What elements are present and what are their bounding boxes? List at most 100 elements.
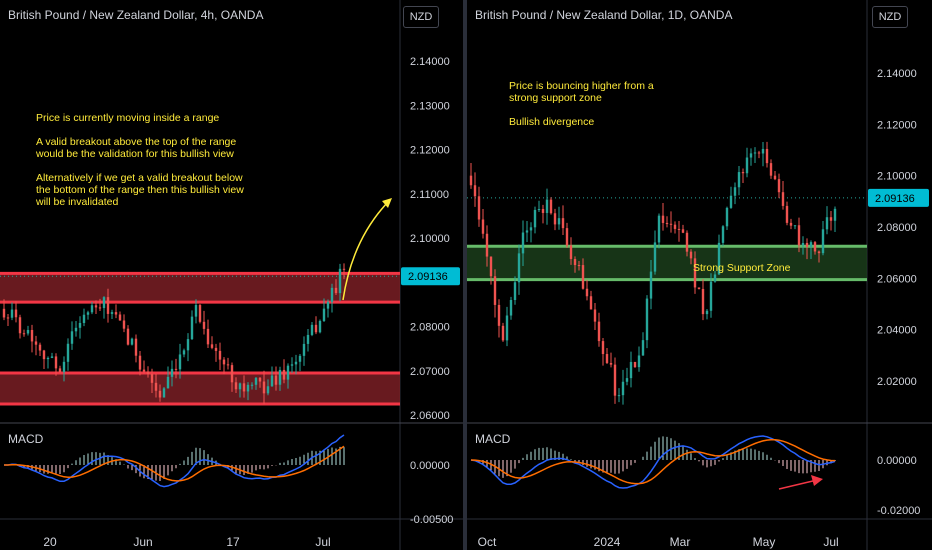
candle-body: [553, 213, 557, 225]
candle-body: [290, 364, 294, 366]
price-tick-label: 2.06000: [877, 273, 917, 285]
macd-line: [4, 434, 345, 488]
candle-body: [685, 232, 689, 252]
candle-body: [641, 340, 645, 356]
candle-body: [322, 308, 326, 321]
candle-body: [493, 276, 497, 305]
candle-body: [230, 365, 234, 383]
price-tick-label: 2.11000: [410, 189, 449, 201]
macd-label: MACD: [8, 432, 44, 446]
macd-tick-label: 0.00000: [410, 460, 450, 472]
candle-body: [489, 256, 493, 277]
candle-body: [238, 383, 242, 390]
candle-body: [793, 225, 797, 227]
price-tick-label: 2.12000: [410, 145, 450, 157]
candle-body: [513, 282, 517, 300]
macd-signal-line: [470, 438, 836, 485]
time-tick-label: Jul: [823, 535, 838, 549]
candle-body: [569, 245, 573, 260]
divergence-arrow-head: [811, 475, 823, 486]
candle-body: [789, 222, 793, 226]
candle-body: [170, 368, 174, 377]
candle-body: [146, 371, 150, 375]
candle-body: [242, 383, 246, 392]
candle-body: [525, 230, 529, 233]
candle-body: [713, 274, 717, 282]
candle-body: [677, 228, 681, 230]
price-tick-label: 2.13000: [410, 100, 450, 112]
candle-body: [805, 242, 809, 247]
candle-body: [66, 343, 70, 362]
candle-body: [517, 253, 521, 283]
candle-body: [565, 228, 569, 246]
candle-body: [521, 232, 525, 254]
candle-body: [130, 338, 134, 345]
left-currency-button[interactable]: NZD: [403, 6, 439, 28]
candle-body: [773, 175, 777, 180]
candle-body: [537, 209, 541, 211]
macd-signal-line: [4, 445, 345, 482]
last-price-badge: [401, 267, 460, 286]
candle-body: [70, 331, 74, 344]
candle-body: [190, 316, 194, 340]
candle-body: [609, 362, 613, 365]
time-tick-label: Mar: [670, 535, 691, 549]
candle-body: [657, 215, 661, 243]
candle-body: [733, 187, 737, 196]
time-tick-label: 17: [226, 535, 240, 549]
candle-body: [318, 320, 322, 333]
divergence-arrow: [778, 479, 818, 490]
candle-body: [545, 199, 549, 213]
candle-body: [829, 217, 833, 221]
candle-body: [689, 251, 693, 259]
candle-body: [86, 312, 90, 315]
panel-divider[interactable]: [463, 0, 467, 550]
right-chart-svg: 2.14000 2.12000 2.10000 2.08000 2.06000 2.040…: [467, 0, 932, 550]
candle-body: [669, 223, 673, 225]
candle-body: [210, 344, 214, 348]
time-tick-label: Oct: [478, 535, 497, 549]
candle-body: [577, 265, 581, 267]
candle-body: [206, 328, 210, 345]
candle-body: [637, 355, 641, 368]
candle-body: [645, 298, 649, 341]
candle-body: [326, 301, 330, 309]
candle-body: [234, 382, 238, 390]
candle-body: [74, 327, 78, 332]
candle-body: [561, 218, 565, 229]
candle-body: [90, 305, 94, 313]
candle-body: [821, 229, 825, 254]
candle-body: [593, 309, 597, 322]
right-currency-button[interactable]: NZD: [872, 6, 908, 28]
annotation-text: the bottom of the range then this bullis…: [36, 184, 244, 196]
candle-body: [30, 329, 34, 342]
candle-body: [82, 314, 86, 323]
candle-body: [342, 268, 346, 270]
right-chart-panel: 2.14000 2.12000 2.10000 2.08000 2.06000 2.040…: [467, 0, 932, 550]
last-price-label: 2.09136: [408, 271, 448, 283]
candle-body: [18, 317, 22, 334]
candle-body: [150, 374, 154, 383]
candle-body: [102, 297, 106, 309]
candle-body: [529, 227, 533, 231]
candle-body: [282, 369, 286, 380]
price-tick-label: 2.02000: [877, 376, 917, 388]
candle-body: [673, 224, 677, 229]
candle-body: [258, 377, 262, 382]
candle-body: [22, 333, 26, 335]
candle-body: [174, 368, 178, 370]
candle-body: [310, 324, 314, 335]
candle-body: [649, 271, 653, 299]
candle-body: [42, 350, 46, 360]
range-top-zone: [0, 273, 400, 303]
candle-body: [573, 259, 577, 266]
candle-body: [557, 218, 561, 225]
candle-body: [469, 175, 473, 186]
time-tick-label: 20: [43, 535, 57, 549]
breakout-arrow: [342, 201, 389, 301]
candle-body: [122, 320, 126, 329]
candle-body: [697, 287, 701, 289]
candle-body: [629, 361, 633, 379]
candle-body: [485, 233, 489, 257]
candle-body: [785, 205, 789, 223]
